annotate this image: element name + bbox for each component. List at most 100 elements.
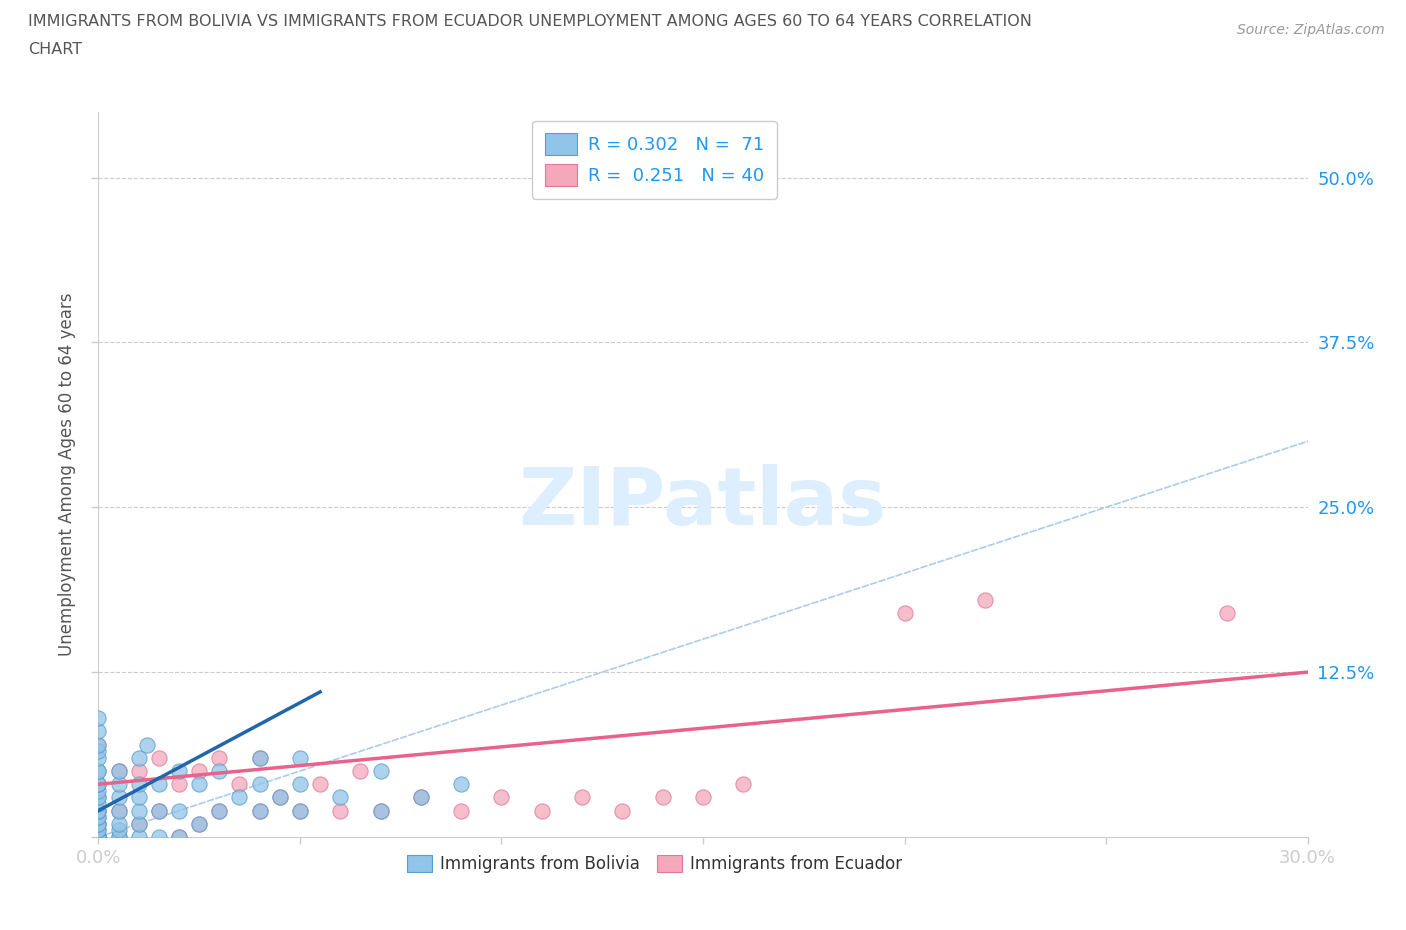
Point [87,777,110,791]
Point [450,777,472,791]
Point [208,764,231,778]
Point [128,777,150,791]
Point [87,817,110,831]
Point [733,777,755,791]
Point [208,751,231,765]
Point [128,817,150,831]
Point [87,804,110,818]
Point [349,764,371,778]
Point [188,817,211,831]
Point [87,724,110,739]
Point [249,804,271,818]
Point [87,764,110,778]
Point [167,830,190,844]
Point [107,823,129,838]
Point [87,764,110,778]
Point [107,764,129,778]
Point [87,830,110,844]
Point [288,777,311,791]
Point [87,744,110,759]
Point [87,783,110,798]
Text: CHART: CHART [28,42,82,57]
Point [87,830,110,844]
Point [87,823,110,838]
Point [167,804,190,818]
Point [107,830,129,844]
Legend: Immigrants from Bolivia, Immigrants from Ecuador: Immigrants from Bolivia, Immigrants from… [401,848,908,880]
Point [409,790,432,804]
Point [87,711,110,725]
Point [148,804,170,818]
Point [370,764,392,778]
Point [87,797,110,812]
Point [128,764,150,778]
Point [249,777,271,791]
Point [87,810,110,825]
Point [148,777,170,791]
Point [87,830,110,844]
Point [612,804,634,818]
Point [167,764,190,778]
Text: IMMIGRANTS FROM BOLIVIA VS IMMIGRANTS FROM ECUADOR UNEMPLOYMENT AMONG AGES 60 TO: IMMIGRANTS FROM BOLIVIA VS IMMIGRANTS FR… [28,14,1032,29]
Point [87,751,110,765]
Point [128,804,150,818]
Point [87,830,110,844]
Point [87,817,110,831]
Point [128,817,150,831]
Point [288,804,311,818]
Point [491,790,513,804]
Y-axis label: Unemployment Among Ages 60 to 64 years: Unemployment Among Ages 60 to 64 years [58,293,76,656]
Point [893,605,915,620]
Point [409,790,432,804]
Point [329,790,352,804]
Point [87,817,110,831]
Point [329,804,352,818]
Point [370,804,392,818]
Point [450,804,472,818]
Point [87,830,110,844]
Point [107,817,129,831]
Point [167,777,190,791]
Point [249,804,271,818]
Point [87,823,110,838]
Point [208,804,231,818]
Point [107,790,129,804]
Point [530,804,553,818]
Point [269,790,291,804]
Point [87,830,110,844]
Point [107,777,129,791]
Point [87,830,110,844]
Point [128,830,150,844]
Point [87,830,110,844]
Point [87,777,110,791]
Point [309,777,332,791]
Point [692,790,714,804]
Point [87,804,110,818]
Point [228,777,250,791]
Point [107,804,129,818]
Point [87,737,110,752]
Point [148,804,170,818]
Point [107,804,129,818]
Point [228,790,250,804]
Point [87,830,110,844]
Point [87,810,110,825]
Point [87,830,110,844]
Point [87,777,110,791]
Point [148,751,170,765]
Point [87,790,110,804]
Point [87,830,110,844]
Point [188,764,211,778]
Point [87,790,110,804]
Point [87,830,110,844]
Point [288,751,311,765]
Point [87,804,110,818]
Point [87,737,110,752]
Point [87,830,110,844]
Point [135,737,157,752]
Point [107,764,129,778]
Text: Source: ZipAtlas.com: Source: ZipAtlas.com [1237,23,1385,37]
Point [269,790,291,804]
Point [249,751,271,765]
Point [1216,605,1239,620]
